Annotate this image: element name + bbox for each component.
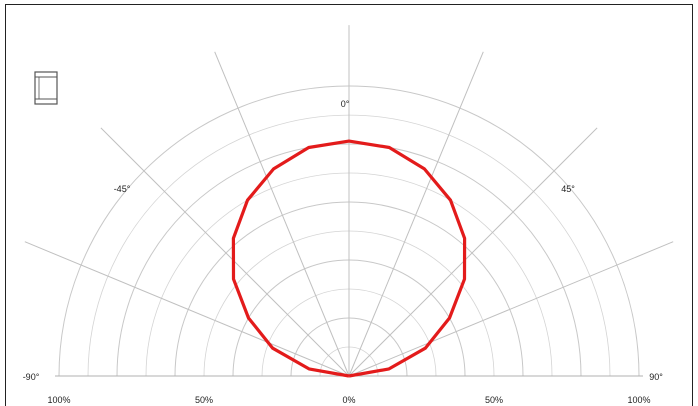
luminaire-icon <box>34 71 58 105</box>
series-layer <box>231 139 467 378</box>
labels-layer: 0° -45° 45° -90° 90° 100% 50% 0% 50% 100% <box>23 99 664 405</box>
angle-label: -45° <box>114 184 131 194</box>
grid-spokes <box>24 25 674 377</box>
angle-label: 45° <box>561 184 575 194</box>
radial-label: 0% <box>342 395 355 405</box>
grid-spoke <box>348 127 598 377</box>
radial-label: 50% <box>195 395 213 405</box>
radial-label: 100% <box>47 395 70 405</box>
radial-label: 100% <box>627 395 650 405</box>
grid-spoke <box>348 241 674 377</box>
series-line <box>231 139 467 378</box>
grid-spoke <box>214 51 350 377</box>
angle-label: -90° <box>23 372 40 382</box>
grid-spoke <box>100 127 350 377</box>
radial-label: 50% <box>485 395 503 405</box>
angle-label: 0° <box>341 99 350 109</box>
chart-frame <box>5 4 693 406</box>
grid-spoke <box>348 51 484 377</box>
angle-label: 90° <box>649 372 663 382</box>
grid-spoke <box>24 241 350 377</box>
